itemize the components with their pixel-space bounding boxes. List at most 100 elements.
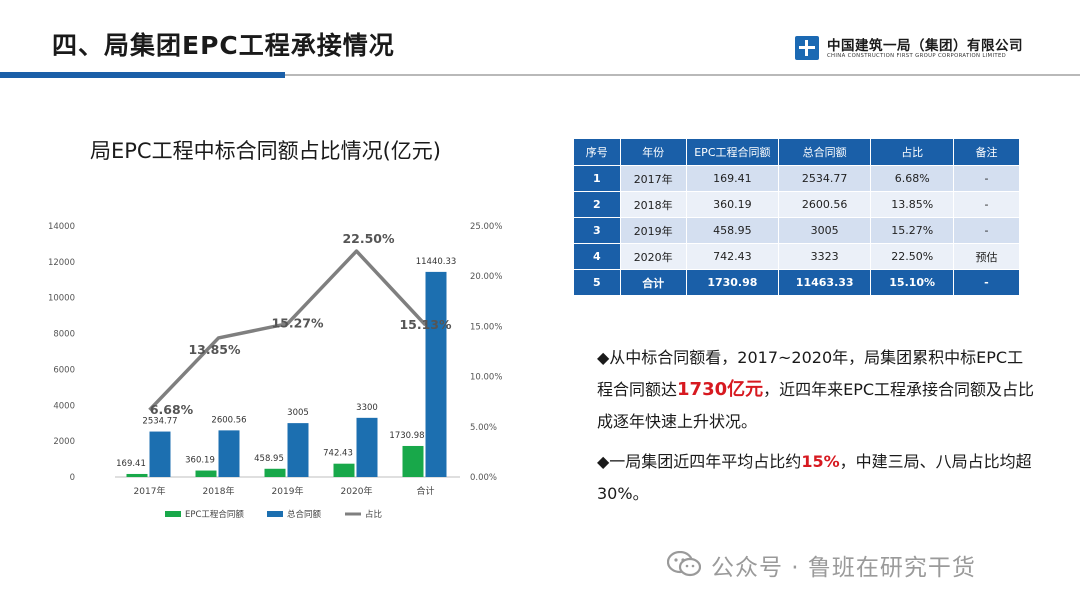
share-line xyxy=(148,249,427,412)
cell-remark: - xyxy=(952,191,1021,218)
slide-header: 四、局集团EPC工程承接情况 中国建筑一局（集团）有限公司 CHINA CONS… xyxy=(0,0,1080,80)
cell-remark: 预估 xyxy=(952,243,1021,270)
cell-epc-amount: 360.19 xyxy=(685,191,779,218)
bar-data-label: 742.43 xyxy=(323,449,353,459)
bar-total xyxy=(287,423,309,477)
header-year: 年份 xyxy=(619,138,687,166)
x-tick-label: 2017年 xyxy=(134,485,166,497)
cell-total-amount: 2600.56 xyxy=(777,191,872,218)
cell-epc-amount: 458.95 xyxy=(685,217,779,244)
p1-text: ◆从中标合同额看，2017~2020年，局集团累积中标EPC工程合同额达 xyxy=(597,348,1024,399)
x-tick-label: 合计 xyxy=(416,485,434,497)
y-left-tick-label: 2000 xyxy=(53,437,75,447)
x-tick-label: 2018年 xyxy=(203,485,235,497)
cell-index: 3 xyxy=(573,217,621,244)
x-tick-label: 2020年 xyxy=(341,485,373,497)
cell-index: 1 xyxy=(573,165,621,192)
header-index: 序号 xyxy=(573,138,621,166)
line-data-label: 6.68% xyxy=(150,402,194,417)
cell-share: 15.10% xyxy=(870,269,954,296)
bar-epc xyxy=(126,473,148,477)
y-left-tick-label: 12000 xyxy=(48,258,75,268)
line-data-label: 15.13% xyxy=(399,317,452,332)
x-tick-label: 2019年 xyxy=(272,485,304,497)
y-left-tick-label: 14000 xyxy=(48,222,75,232)
y-right-tick-label: 10.00% xyxy=(470,373,502,383)
cell-total-amount: 11463.33 xyxy=(777,269,872,296)
table-header-row: 序号 年份 EPC工程合同额 总合同额 占比 备注 xyxy=(573,138,1021,166)
header-epc-amount: EPC工程合同额 xyxy=(685,138,779,166)
y-left-tick-label: 4000 xyxy=(53,401,75,411)
cell-epc-amount: 742.43 xyxy=(685,243,779,270)
legend-label: EPC工程合同额 xyxy=(185,509,244,520)
cell-total-amount: 2534.77 xyxy=(777,165,872,192)
cell-remark: - xyxy=(952,269,1021,296)
company-logo: 中国建筑一局（集团）有限公司 CHINA CONSTRUCTION FIRST … xyxy=(795,34,1045,64)
chart-title: 局EPC工程中标合同额占比情况(亿元) xyxy=(90,139,441,163)
bar-data-label: 1730.98 xyxy=(389,431,424,441)
cell-index: 5 xyxy=(573,269,621,296)
y-left-tick-label: 0 xyxy=(70,473,75,483)
cell-epc-amount: 1730.98 xyxy=(685,269,779,296)
logo-chinese-name: 中国建筑一局（集团）有限公司 xyxy=(827,38,1023,54)
bar-epc xyxy=(195,470,217,477)
line-data-label: 15.27% xyxy=(271,316,324,331)
bar-data-label: 2600.56 xyxy=(211,415,246,425)
y-right-tick-label: 25.00% xyxy=(470,222,502,232)
bar-data-label: 458.95 xyxy=(254,454,284,464)
line-data-label: 22.50% xyxy=(342,231,395,246)
cell-share: 13.85% xyxy=(870,191,954,218)
cell-share: 6.68% xyxy=(870,165,954,192)
logo-mark-icon xyxy=(795,36,819,60)
p1-text-end: ，近四年来EPC工程承接合同额及占比成逐年快速上升状况。 xyxy=(597,380,1035,431)
bar-total xyxy=(356,417,378,477)
bar-data-label: 169.41 xyxy=(116,459,146,469)
legend-label: 总合同额 xyxy=(287,509,322,520)
y-right-tick-label: 20.00% xyxy=(470,272,502,282)
header-share: 占比 xyxy=(870,138,954,166)
cell-year: 2017年 xyxy=(619,165,687,192)
bar-data-label: 2534.77 xyxy=(142,417,177,427)
bar-data-label: 3005 xyxy=(287,408,309,418)
cell-year: 2019年 xyxy=(619,217,687,244)
legend-label: 占比 xyxy=(365,509,382,520)
legend-swatch xyxy=(165,511,181,517)
bar-total xyxy=(149,431,171,477)
bar-epc xyxy=(333,463,355,477)
cell-share: 22.50% xyxy=(870,243,954,270)
summary-paragraph-2: ◆一局集团近四年平均占比约15%，中建三局、八局占比均超30%。 xyxy=(597,446,1037,510)
y-right-tick-label: 0.00% xyxy=(470,473,497,483)
chart-canvas: 0 2000 4000 6000 8000 10000 12000 14000 0.00% 5.0… xyxy=(48,222,502,520)
summary-paragraph-1: ◆从中标合同额看，2017~2020年，局集团累积中标EPC工程合同额达1730… xyxy=(597,342,1037,438)
header-remark: 备注 xyxy=(952,138,1021,166)
header-accent-bar xyxy=(0,72,285,78)
p1-highlight: 1730亿元 xyxy=(677,379,764,400)
watermark: 公众号 · 鲁班在研究干货 xyxy=(667,546,1057,582)
cell-year: 合计 xyxy=(619,269,687,296)
watermark-text: 公众号 · 鲁班在研究干货 xyxy=(711,555,976,581)
cell-index: 4 xyxy=(573,243,621,270)
p2-highlight: 15% xyxy=(801,452,840,471)
cell-year: 2018年 xyxy=(619,191,687,218)
y-left-tick-label: 6000 xyxy=(53,365,75,375)
bar-data-label: 3300 xyxy=(356,403,378,413)
y-left-tick-label: 10000 xyxy=(48,294,75,304)
cell-remark: - xyxy=(952,217,1021,244)
wechat-icon xyxy=(667,551,701,577)
table-row: 2 2018年 360.19 2600.56 13.85% - xyxy=(573,191,1021,218)
logo-english-name: CHINA CONSTRUCTION FIRST GROUP CORPORATI… xyxy=(827,53,1007,59)
bar-epc xyxy=(264,468,286,477)
line-data-label: 13.85% xyxy=(188,342,241,357)
bar-total xyxy=(425,271,447,477)
header-divider xyxy=(0,74,1080,76)
summary-text: ◆从中标合同额看，2017~2020年，局集团累积中标EPC工程合同额达1730… xyxy=(597,342,1037,518)
bar-data-label: 360.19 xyxy=(185,456,215,466)
header-total-amount: 总合同额 xyxy=(777,138,872,166)
page-title: 四、局集团EPC工程承接情况 xyxy=(52,31,395,60)
epc-data-table: 序号 年份 EPC工程合同额 总合同额 占比 备注 1 2017年 169.41… xyxy=(573,138,1021,296)
bar-data-label: 11440.33 xyxy=(416,257,457,267)
cell-share: 15.27% xyxy=(870,217,954,244)
legend-swatch xyxy=(267,511,283,517)
cell-total-amount: 3323 xyxy=(777,243,872,270)
cell-year: 2020年 xyxy=(619,243,687,270)
